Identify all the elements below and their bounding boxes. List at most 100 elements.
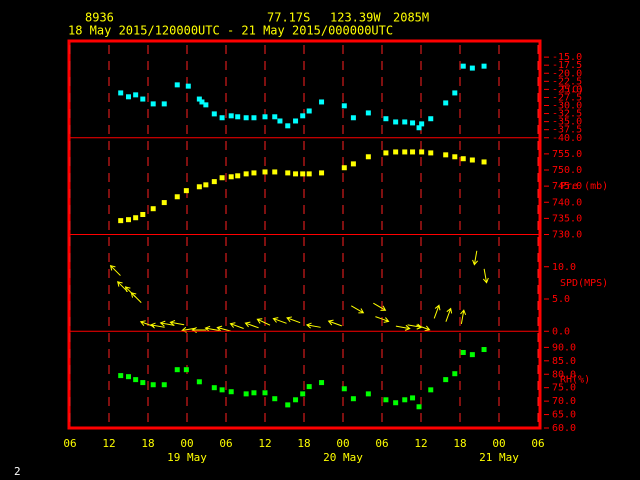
point	[416, 125, 422, 131]
wind-arrow	[149, 322, 165, 329]
point	[350, 161, 356, 167]
point	[410, 149, 416, 155]
point	[174, 367, 180, 373]
point	[300, 113, 306, 119]
wind-arrow	[395, 324, 411, 331]
x-tick-label: 18	[297, 437, 310, 450]
panel-label: Pre (mb)	[560, 181, 608, 192]
x-tick-label: 12	[258, 437, 271, 450]
point	[150, 382, 156, 388]
longitude: 123.39W	[330, 11, 381, 25]
point	[293, 171, 299, 177]
y-tick-label: 5.0	[552, 294, 570, 305]
wind-arrow	[350, 305, 365, 314]
wind-arrow	[460, 309, 467, 325]
point	[452, 90, 458, 96]
point	[219, 387, 225, 393]
wind-arrow	[305, 322, 321, 329]
point	[272, 114, 278, 120]
point	[203, 102, 209, 108]
x-tick-label: 06	[219, 437, 232, 450]
point	[277, 118, 283, 124]
point	[419, 149, 425, 155]
point	[251, 115, 257, 121]
point	[228, 174, 234, 180]
x-tick-label: 06	[375, 437, 388, 450]
y-tick-label: 750.0	[552, 165, 582, 176]
wind-arrow	[109, 264, 121, 276]
point	[428, 150, 434, 156]
wind-arrow	[416, 324, 431, 332]
y-tick-label: -15.0	[552, 52, 582, 63]
point	[211, 111, 217, 117]
y-tick-label: 745.0	[552, 181, 582, 192]
wind-arrow	[373, 302, 387, 311]
y-tick-label: 735.0	[552, 213, 582, 224]
point	[211, 179, 217, 185]
point	[469, 157, 475, 163]
y-tick-label: -20.0	[552, 68, 582, 79]
x-tick-label: 00	[336, 437, 349, 450]
point	[183, 367, 189, 373]
point	[410, 395, 416, 401]
wind-arrow	[482, 268, 489, 284]
point	[199, 99, 205, 105]
point	[300, 391, 306, 397]
point	[133, 377, 139, 383]
day-label: 20 May	[323, 451, 363, 464]
point	[319, 380, 325, 386]
day-label: 21 May	[479, 451, 519, 464]
period: 18 May 2015/120000UTC - 21 May 2015/0000…	[68, 24, 393, 38]
x-tick-label: 12	[414, 437, 427, 450]
point	[365, 154, 371, 160]
point	[150, 206, 156, 212]
point	[185, 83, 191, 89]
point	[443, 377, 449, 383]
point	[161, 101, 167, 107]
point	[469, 65, 475, 71]
point	[174, 82, 180, 88]
wind-arrow	[216, 325, 231, 332]
x-tick-label: 12	[102, 437, 115, 450]
station-id: 8936	[85, 11, 114, 25]
wind-arrow	[204, 325, 220, 332]
panel-label: RH(%)	[560, 375, 590, 386]
point	[118, 90, 124, 96]
y-tick-label: -32.5	[552, 109, 582, 120]
point	[306, 384, 312, 390]
wind-arrow	[472, 250, 479, 266]
y-tick-label: -17.5	[552, 60, 582, 71]
y-tick-label: 60.0	[552, 423, 576, 434]
point	[251, 390, 257, 396]
point	[174, 194, 180, 200]
point	[243, 391, 249, 397]
wind-arrow	[244, 321, 259, 329]
point	[393, 400, 399, 406]
y-tick-label: 90.0	[552, 342, 576, 353]
y-tick-label: 0.0	[552, 326, 570, 337]
point	[262, 114, 268, 120]
point	[319, 170, 325, 176]
point	[481, 347, 487, 353]
day-label: 19 May	[167, 451, 207, 464]
point	[211, 385, 217, 391]
wind-arrow	[433, 304, 441, 319]
point	[460, 349, 466, 355]
wind-arrow	[375, 316, 390, 323]
point	[469, 352, 475, 358]
point	[300, 171, 306, 177]
point	[126, 374, 131, 380]
point	[460, 63, 466, 69]
point	[481, 159, 487, 165]
wind-arrow	[445, 307, 453, 322]
y-tick-label: 85.0	[552, 356, 576, 367]
point	[251, 170, 257, 176]
point	[341, 386, 347, 392]
elevation: 2085M	[393, 11, 429, 25]
point	[140, 380, 146, 386]
y-tick-label: -22.5	[552, 76, 582, 87]
point	[393, 119, 399, 125]
point	[243, 171, 249, 177]
